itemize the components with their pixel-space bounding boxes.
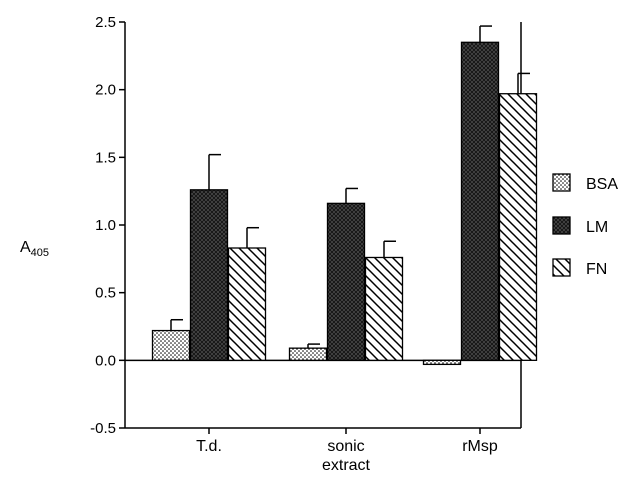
y-axis-label-main: A405 <box>20 239 49 259</box>
y-tick-label: -0.5 <box>90 420 116 437</box>
legend: BSA LM FN <box>552 173 618 278</box>
legend-swatch-lm <box>552 216 571 235</box>
bar-bsa <box>288 347 328 361</box>
y-axis-ticks: -0.5 0.0 0.5 1.0 1.5 2.0 2.5 <box>90 14 125 437</box>
bar-fn <box>364 256 404 361</box>
bar-bsa <box>151 329 191 361</box>
legend-swatch-fn <box>552 258 571 277</box>
category-label: rMsp <box>462 438 498 455</box>
legend-swatch-bsa <box>552 173 571 192</box>
bar-bsa <box>422 359 462 366</box>
bar-lm <box>189 189 229 361</box>
legend-label-bsa: BSA <box>586 176 618 193</box>
category-label: sonic <box>327 438 364 455</box>
legend-label-fn: FN <box>586 261 607 278</box>
bar-fn <box>227 247 267 361</box>
category-label: extract <box>322 457 371 474</box>
category-label: T.d. <box>196 438 222 455</box>
y-axis-label-subscript: 405 <box>31 247 49 259</box>
x-axis-categories: T.d. sonic extract rMsp <box>196 428 498 474</box>
y-tick-label: 2.5 <box>95 14 116 31</box>
bar-fn <box>498 93 538 361</box>
error-bars <box>170 25 530 349</box>
y-axis-label-letter: A <box>20 239 31 256</box>
y-tick-label: 2.0 <box>95 82 116 99</box>
y-tick-label: 0.0 <box>95 352 116 369</box>
legend-label-lm: LM <box>586 219 608 236</box>
y-tick-label: 0.5 <box>95 285 116 302</box>
bar-lm <box>460 41 500 361</box>
bar-lm <box>326 202 366 361</box>
y-tick-label: 1.0 <box>95 217 116 234</box>
y-tick-label: 1.5 <box>95 149 116 166</box>
bars <box>151 41 538 366</box>
y-axis-label: A405 <box>20 239 49 259</box>
